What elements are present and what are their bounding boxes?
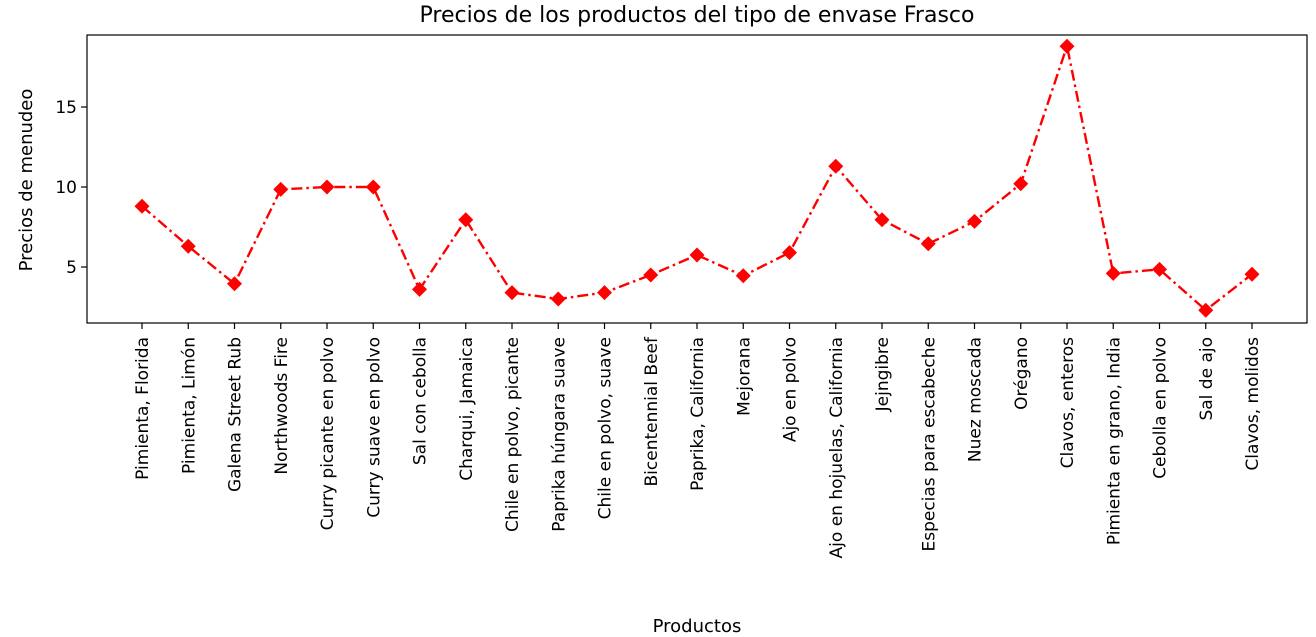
x-tick-label: Ajo en hojuelas, California	[827, 337, 847, 558]
y-tick-label: 5	[66, 258, 77, 278]
x-axis-label: Productos	[653, 616, 742, 637]
x-tick-label: Pimienta, Florida	[133, 337, 153, 480]
x-tick-label: Sal con cebolla	[411, 337, 431, 465]
data-point	[874, 212, 890, 228]
x-tick-label: Curry suave en polvo	[364, 337, 384, 518]
x-tick-label: Paprika húngara suave	[549, 337, 569, 532]
x-tick-label: Clavos, molidos	[1243, 337, 1263, 471]
x-tick-label: Ajo en polvo	[781, 337, 801, 442]
x-tick-label: Cebolla en polvo	[1151, 337, 1171, 479]
data-point	[967, 213, 982, 229]
data-point	[134, 198, 150, 214]
data-point	[1059, 38, 1075, 54]
x-tick-label: Chile en polvo, suave	[596, 337, 616, 519]
data-point	[597, 285, 612, 301]
x-tick-label: Pimienta en grano, India	[1104, 337, 1124, 545]
data-point	[643, 267, 659, 283]
x-tick-label: Paprika, California	[688, 337, 708, 491]
y-tick-label: 15	[55, 98, 77, 118]
x-tick-label: Sal de ajo	[1197, 337, 1217, 421]
y-axis-label: Precios de menudeo	[16, 89, 37, 272]
x-tick-label: Chile en polvo, picante	[503, 337, 523, 532]
data-point	[412, 281, 427, 297]
data-point	[227, 276, 242, 292]
x-tick-label: Mejorana	[734, 337, 754, 416]
data-point	[689, 247, 705, 263]
data-point	[1198, 302, 1214, 318]
x-tick-label: Orégano	[1012, 337, 1032, 410]
series-line	[141, 41, 1253, 312]
data-point	[180, 238, 196, 254]
data-point	[1013, 176, 1029, 192]
x-tick-label: Jejngibre	[873, 337, 893, 412]
data-point	[828, 158, 844, 174]
x-tick-label: Clavos, enteros	[1058, 337, 1078, 469]
data-point	[1152, 261, 1167, 277]
chart-title: Precios de los productos del tipo de env…	[420, 3, 975, 28]
data-point	[458, 212, 474, 228]
y-tick-label: 10	[55, 178, 77, 198]
data-point	[319, 179, 335, 195]
data-point	[273, 181, 289, 197]
plot-area: 5 10 15 Pimienta, Florida Pimienta, Limón Gal…	[55, 34, 1308, 558]
x-tick-label: Pimienta, Limón	[179, 337, 199, 474]
x-tick-label: Charqui, Jamaica	[457, 337, 477, 481]
x-tick-label: Curry picante en polvo	[318, 337, 338, 530]
x-tick-label: Northwoods Fire	[272, 337, 292, 475]
data-point	[550, 291, 566, 307]
plot-frame	[86, 34, 1308, 324]
data-point	[504, 285, 520, 301]
data-point	[365, 179, 381, 195]
x-tick-label: Bicentennial Beef	[642, 336, 662, 486]
x-tick-label: Galena Street Rub	[226, 337, 246, 492]
x-tick-label: Especias para escabeche	[919, 337, 939, 552]
x-tick-label: Nuez moscada	[966, 337, 986, 462]
data-point	[782, 245, 797, 261]
data-point	[920, 236, 936, 252]
data-point	[1105, 265, 1121, 281]
data-point	[1244, 266, 1260, 282]
data-point	[735, 268, 751, 284]
